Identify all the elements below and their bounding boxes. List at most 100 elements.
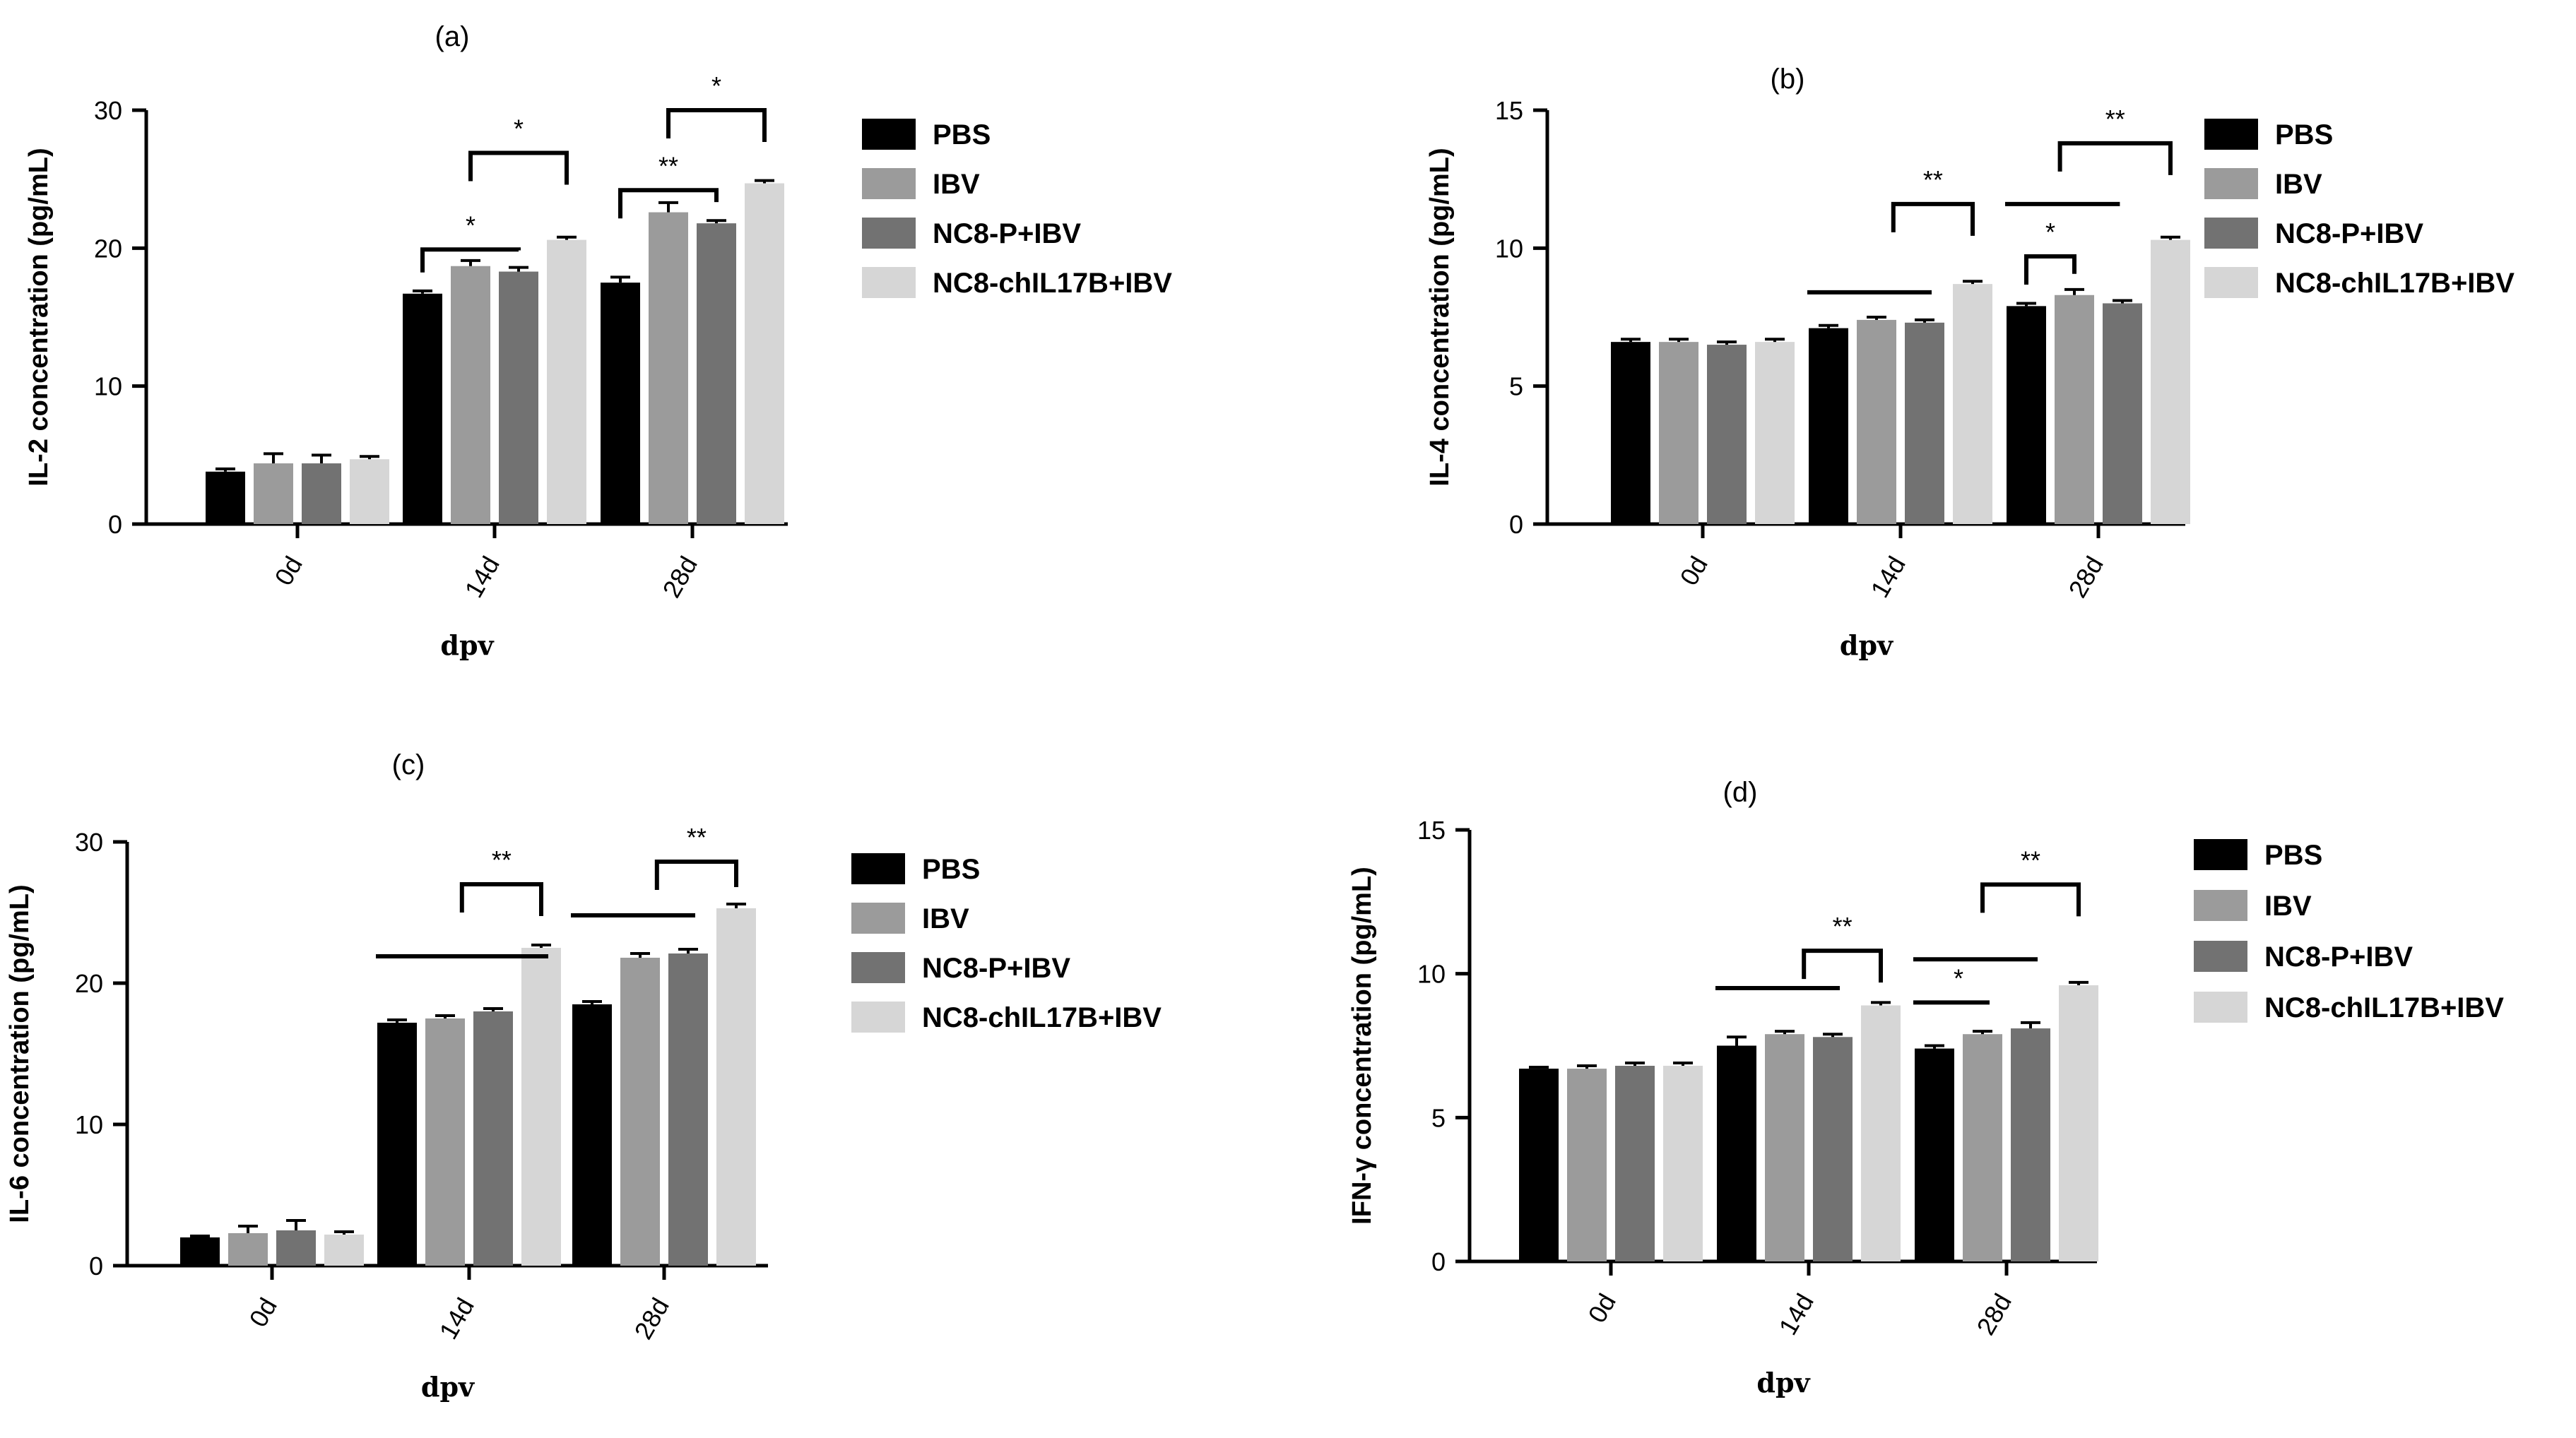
legend-label: NC8-chIL17B+IBV <box>922 1002 1162 1033</box>
y-tick-label: 10 <box>94 372 122 401</box>
legend-label: NC8-chIL17B+IBV <box>2264 992 2504 1023</box>
legend-swatch <box>2194 941 2247 972</box>
y-tick-label: 5 <box>1431 1103 1446 1132</box>
x-tick-label: 14d <box>433 1293 480 1345</box>
bar-pbs-28d <box>601 283 640 524</box>
legend-swatch <box>862 168 916 199</box>
x-tick-label: 0d <box>1582 1289 1621 1328</box>
y-axis-label: IL-6 concentration (pg/mL) <box>5 884 35 1223</box>
legend-swatch <box>2194 890 2247 921</box>
legend-label: NC8-P+IBV <box>2264 941 2413 973</box>
significance-stars: ** <box>687 823 707 852</box>
legend-swatch <box>851 903 905 934</box>
bar-pbs-28d <box>2007 306 2046 524</box>
significance-bracket <box>618 188 719 219</box>
y-axis-label: IL-2 concentration (pg/mL) <box>24 148 54 486</box>
bar-nc8-p-ibv-14d <box>1905 322 1944 524</box>
legend-swatch <box>2204 267 2258 298</box>
significance-bracket <box>666 108 767 142</box>
bar-nc8-chil17b-ibv-14d <box>1953 284 1992 524</box>
bar-nc8-p-ibv-14d <box>499 271 538 524</box>
bar-ibv-28d <box>2055 295 2094 524</box>
significance-stars: ** <box>658 151 678 180</box>
y-tick-label: 0 <box>1509 510 1523 539</box>
significance-stars: * <box>2045 218 2055 246</box>
bar-ibv-0d <box>254 463 293 524</box>
significance-bracket <box>654 860 738 890</box>
bar-pbs-14d <box>1717 1045 1756 1261</box>
x-tick-label: 28d <box>1971 1289 2017 1341</box>
x-tick-label: 28d <box>656 552 703 603</box>
bar-nc8-p-ibv-28d <box>2011 1028 2050 1261</box>
bar-pbs-28d <box>572 1004 612 1266</box>
panel-title: (a) <box>435 21 470 52</box>
y-axis-label: IFN-γ concentration (pg/mL) <box>1347 867 1377 1225</box>
legend-label: NC8-chIL17B+IBV <box>2275 268 2515 299</box>
bar-ibv-0d <box>1659 342 1698 524</box>
significance-stars: * <box>711 71 721 100</box>
significance-stars: * <box>1954 963 1963 992</box>
legend-swatch <box>862 218 916 249</box>
legend-label: PBS <box>933 119 991 150</box>
x-tick-label: 14d <box>1865 552 1911 603</box>
bar-nc8-p-ibv-0d <box>302 463 341 524</box>
y-tick-label: 30 <box>94 96 122 125</box>
legend-swatch <box>2194 992 2247 1023</box>
bar-nc8-chil17b-ibv-28d <box>2151 239 2190 524</box>
x-axis-label: dpv <box>1840 629 1894 661</box>
bar-pbs-14d <box>377 1023 417 1266</box>
panel-title: (b) <box>1771 64 1805 95</box>
legend-label: IBV <box>933 169 980 200</box>
chart-panel-c: (c) 0 10 20 30 IL-6 concentration (pg/mL) 0d 14… <box>5 749 1162 1403</box>
bar-nc8-chil17b-ibv-28d <box>2059 985 2098 1261</box>
significance-bracket <box>1891 201 1975 236</box>
bar-pbs-0d <box>206 471 245 524</box>
legend-label: PBS <box>922 854 980 885</box>
bar-nc8-p-ibv-0d <box>276 1230 316 1266</box>
significance-bracket <box>1802 949 1883 983</box>
bar-pbs-0d <box>180 1237 220 1266</box>
legend-label: NC8-chIL17B+IBV <box>933 268 1172 299</box>
legend-swatch <box>2204 168 2258 199</box>
bar-ibv-0d <box>1567 1069 1607 1261</box>
legend-label: NC8-P+IBV <box>922 953 1070 984</box>
x-tick-label: 28d <box>2062 552 2109 603</box>
x-tick-label: 0d <box>1674 552 1713 590</box>
y-tick-label: 10 <box>75 1110 103 1139</box>
bar-pbs-28d <box>1915 1048 1954 1261</box>
bar-nc8-p-ibv-14d <box>1813 1037 1853 1261</box>
bar-pbs-0d <box>1519 1069 1559 1261</box>
bar-nc8-chil17b-ibv-0d <box>350 459 389 524</box>
y-tick-label: 20 <box>75 969 103 998</box>
significance-stars: ** <box>2105 105 2125 133</box>
legend-label: PBS <box>2275 119 2333 150</box>
bar-ibv-14d <box>425 1018 465 1266</box>
y-tick-label: 10 <box>1417 960 1446 989</box>
bar-ibv-14d <box>1765 1034 1804 1261</box>
significance-stars: ** <box>492 845 512 874</box>
legend-swatch <box>2204 218 2258 249</box>
bar-ibv-0d <box>228 1233 268 1266</box>
bar-nc8-p-ibv-28d <box>697 223 736 524</box>
significance-stars: ** <box>2021 845 2040 874</box>
y-tick-label: 5 <box>1509 372 1523 401</box>
significance-bracket <box>459 882 543 916</box>
panel-title: (d) <box>1723 777 1758 808</box>
y-tick-label: 15 <box>1417 816 1446 845</box>
bar-nc8-p-ibv-0d <box>1615 1066 1655 1261</box>
significance-bracket <box>2024 254 2076 285</box>
bar-nc8-p-ibv-28d <box>2103 303 2142 524</box>
bar-pbs-14d <box>403 293 442 524</box>
bar-pbs-14d <box>1809 328 1848 524</box>
x-axis-label: dpv <box>1756 1367 1811 1398</box>
y-tick-label: 10 <box>1495 234 1523 263</box>
y-tick-label: 15 <box>1495 96 1523 125</box>
y-tick-label: 0 <box>1431 1247 1446 1276</box>
bar-nc8-chil17b-ibv-0d <box>324 1235 364 1266</box>
y-tick-label: 30 <box>75 828 103 857</box>
legend-swatch <box>851 952 905 983</box>
legend-label: IBV <box>2275 169 2322 200</box>
bar-nc8-chil17b-ibv-14d <box>521 948 561 1266</box>
bar-nc8-chil17b-ibv-0d <box>1663 1066 1703 1261</box>
legend-swatch <box>2204 119 2258 150</box>
